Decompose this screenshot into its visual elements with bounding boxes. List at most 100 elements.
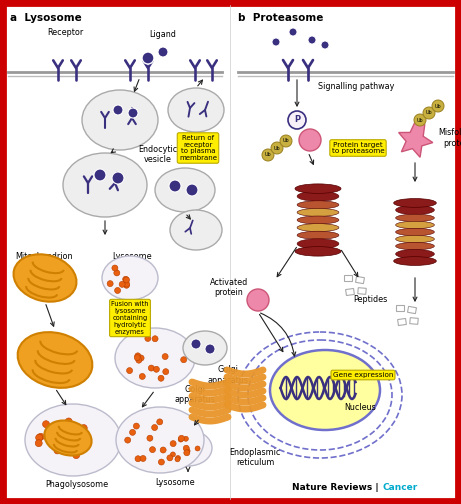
Circle shape bbox=[54, 447, 61, 454]
Circle shape bbox=[183, 436, 189, 442]
Ellipse shape bbox=[297, 239, 339, 249]
Circle shape bbox=[205, 344, 215, 354]
Circle shape bbox=[114, 270, 120, 276]
Circle shape bbox=[73, 448, 80, 455]
Text: Nucleus: Nucleus bbox=[344, 404, 376, 412]
Circle shape bbox=[178, 437, 183, 442]
Circle shape bbox=[157, 419, 163, 425]
Circle shape bbox=[107, 281, 113, 287]
Text: Signalling pathway: Signalling pathway bbox=[318, 82, 394, 91]
Text: Ub: Ub bbox=[283, 139, 290, 144]
Ellipse shape bbox=[170, 210, 222, 250]
Text: P: P bbox=[294, 115, 300, 124]
Text: Ub: Ub bbox=[435, 103, 441, 108]
Text: Ub: Ub bbox=[274, 146, 280, 151]
Circle shape bbox=[185, 449, 190, 454]
Text: Lysosome: Lysosome bbox=[155, 478, 195, 487]
Ellipse shape bbox=[396, 235, 434, 243]
Text: Ub: Ub bbox=[417, 117, 423, 122]
Circle shape bbox=[158, 47, 168, 57]
Circle shape bbox=[119, 281, 125, 287]
Circle shape bbox=[152, 424, 158, 430]
Text: Ub: Ub bbox=[265, 153, 272, 157]
Ellipse shape bbox=[396, 242, 434, 250]
Circle shape bbox=[139, 373, 145, 380]
Circle shape bbox=[308, 36, 316, 44]
Circle shape bbox=[113, 105, 123, 115]
Circle shape bbox=[299, 129, 321, 151]
Circle shape bbox=[183, 445, 189, 451]
Circle shape bbox=[65, 418, 72, 425]
Circle shape bbox=[272, 38, 280, 46]
Text: Phagolysosome: Phagolysosome bbox=[45, 480, 108, 489]
Circle shape bbox=[149, 447, 155, 453]
Circle shape bbox=[423, 107, 435, 119]
Ellipse shape bbox=[297, 191, 339, 201]
Ellipse shape bbox=[102, 256, 158, 300]
Circle shape bbox=[134, 355, 140, 360]
Circle shape bbox=[163, 368, 169, 374]
Circle shape bbox=[152, 336, 158, 342]
Circle shape bbox=[80, 424, 87, 431]
Ellipse shape bbox=[394, 199, 436, 207]
Circle shape bbox=[148, 365, 154, 371]
Circle shape bbox=[171, 452, 175, 457]
Circle shape bbox=[112, 172, 124, 184]
Circle shape bbox=[167, 455, 173, 461]
Circle shape bbox=[127, 367, 133, 373]
Ellipse shape bbox=[183, 331, 227, 365]
Circle shape bbox=[178, 435, 184, 442]
Ellipse shape bbox=[164, 430, 212, 466]
Circle shape bbox=[321, 41, 329, 49]
Text: Endoplasmic
reticulum: Endoplasmic reticulum bbox=[229, 448, 281, 467]
Circle shape bbox=[414, 114, 426, 126]
Text: Ub: Ub bbox=[426, 110, 432, 115]
Circle shape bbox=[176, 456, 181, 461]
Text: Golgi
apparatus: Golgi apparatus bbox=[175, 385, 215, 404]
Text: Ligand: Ligand bbox=[149, 30, 177, 39]
Circle shape bbox=[140, 456, 146, 462]
Circle shape bbox=[147, 435, 153, 441]
Ellipse shape bbox=[18, 332, 92, 388]
Text: Lysosome: Lysosome bbox=[112, 252, 152, 261]
Ellipse shape bbox=[396, 228, 434, 236]
Ellipse shape bbox=[25, 404, 121, 476]
Text: Receptor: Receptor bbox=[47, 28, 83, 37]
Circle shape bbox=[289, 28, 297, 36]
Circle shape bbox=[184, 450, 190, 456]
Circle shape bbox=[432, 100, 444, 112]
Circle shape bbox=[195, 446, 200, 451]
Circle shape bbox=[135, 456, 141, 462]
Circle shape bbox=[73, 452, 80, 459]
Ellipse shape bbox=[13, 255, 77, 302]
Ellipse shape bbox=[297, 216, 339, 224]
Text: b  Proteasome: b Proteasome bbox=[238, 13, 323, 23]
Circle shape bbox=[124, 437, 130, 443]
Text: Mitochondrion: Mitochondrion bbox=[15, 252, 72, 261]
Circle shape bbox=[135, 353, 141, 359]
Ellipse shape bbox=[155, 168, 215, 212]
Ellipse shape bbox=[63, 153, 147, 217]
Circle shape bbox=[138, 355, 144, 361]
Circle shape bbox=[181, 357, 187, 363]
Ellipse shape bbox=[115, 328, 195, 388]
Circle shape bbox=[94, 169, 106, 181]
Circle shape bbox=[262, 149, 274, 161]
Ellipse shape bbox=[270, 350, 380, 430]
Circle shape bbox=[159, 459, 165, 465]
Ellipse shape bbox=[82, 90, 158, 150]
Circle shape bbox=[160, 447, 166, 453]
Circle shape bbox=[124, 282, 130, 288]
Ellipse shape bbox=[116, 407, 204, 473]
Circle shape bbox=[271, 142, 283, 154]
Text: Fusion with
lysosome
containing
hydrolytic
enzymes: Fusion with lysosome containing hydrolyt… bbox=[111, 301, 149, 335]
Circle shape bbox=[82, 442, 89, 449]
Circle shape bbox=[142, 52, 154, 64]
Text: Nature Reviews |: Nature Reviews | bbox=[292, 483, 382, 492]
Circle shape bbox=[42, 421, 49, 428]
Text: Protein target
to proteasome: Protein target to proteasome bbox=[331, 142, 384, 155]
Ellipse shape bbox=[396, 249, 434, 259]
Circle shape bbox=[124, 281, 130, 287]
Circle shape bbox=[136, 357, 142, 363]
Circle shape bbox=[115, 287, 121, 293]
